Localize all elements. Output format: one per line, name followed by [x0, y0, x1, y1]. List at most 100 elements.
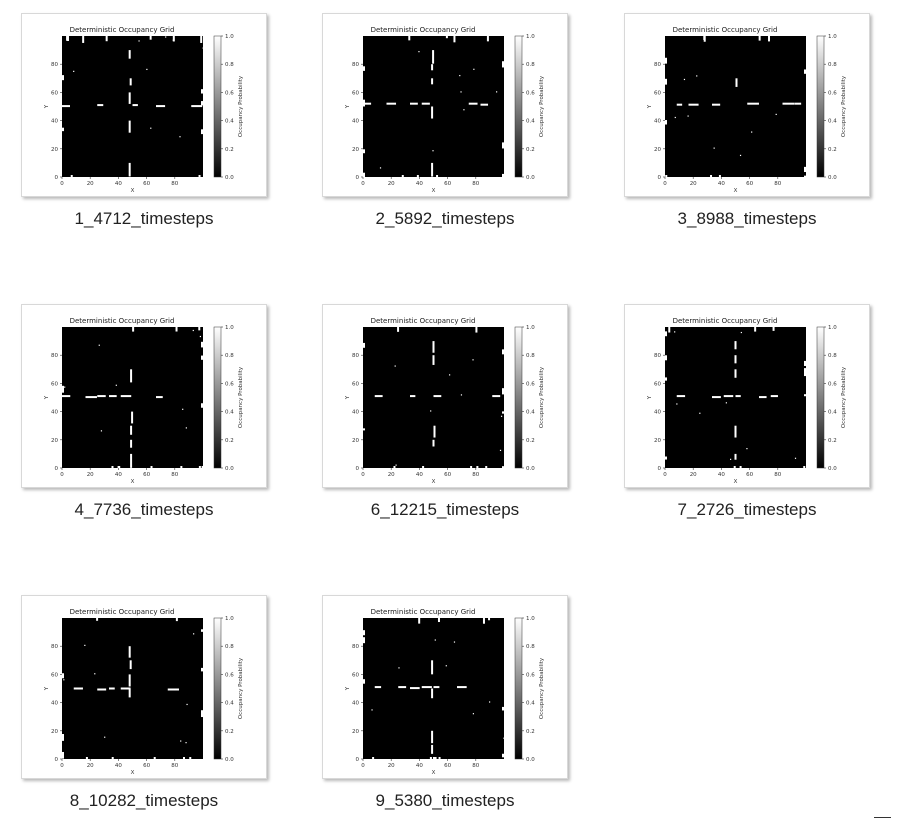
y-tick-label: 0 — [55, 466, 59, 472]
x-tick-label: 20 — [87, 763, 94, 769]
x-axis-label: X — [131, 188, 135, 194]
y-tick-label: 0 — [356, 466, 360, 472]
file-name-label[interactable]: 6_12215_timesteps — [370, 500, 520, 519]
colorbar-tick-label: 0.4 — [225, 701, 234, 707]
y-tick-label: 20 — [51, 729, 58, 735]
colorbar-tick-label: 0.8 — [526, 353, 535, 359]
file-name-label[interactable]: 8_10282_timesteps — [69, 791, 219, 810]
x-tick-label: 0 — [361, 181, 365, 187]
x-tick-label: 80 — [774, 181, 781, 187]
colorbar-tick-label: 0.6 — [225, 672, 234, 678]
colorbar-tick-label: 0.4 — [526, 119, 535, 125]
x-tick-label: 0 — [60, 181, 64, 187]
file-name-label[interactable]: 3_8988_timesteps — [677, 209, 817, 228]
x-tick-label: 0 — [663, 181, 667, 187]
colorbar-label: Occupancy Probability — [841, 75, 847, 137]
y-tick-label: 0 — [658, 466, 662, 472]
file-name-label[interactable]: 2_5892_timesteps — [375, 209, 515, 228]
x-axis-label: X — [131, 479, 135, 485]
plot-title: Deterministic Occupancy Grid — [673, 317, 778, 325]
y-tick-label: 80 — [51, 353, 58, 359]
colorbar-tick-label: 0.8 — [828, 62, 837, 68]
x-tick-label: 60 — [746, 181, 753, 187]
y-tick-label: 60 — [654, 90, 661, 96]
colorbar-label: Occupancy Probability — [238, 366, 244, 428]
colorbar-tick-label: 0.8 — [225, 62, 234, 68]
x-tick-label: 40 — [416, 181, 423, 187]
colorbar — [213, 326, 222, 469]
y-axis-label: Y — [44, 104, 50, 109]
colorbar-tick-label: 0.0 — [526, 757, 535, 763]
y-tick-label: 60 — [352, 381, 359, 387]
image-thumbnail[interactable]: Deterministic Occupancy Grid 0 20 40 60 80 0 20… — [322, 13, 568, 197]
plot-title: Deterministic Occupancy Grid — [70, 317, 175, 325]
x-tick-label: 40 — [416, 472, 423, 478]
colorbar — [514, 617, 523, 760]
occupancy-grid-plot: Deterministic Occupancy Grid 0 20 40 60 80 0 20… — [647, 317, 847, 485]
y-tick-label: 20 — [654, 438, 661, 444]
y-tick-label: 40 — [51, 119, 58, 125]
x-tick-label: 80 — [171, 472, 178, 478]
x-tick-label: 40 — [718, 181, 725, 187]
y-tick-label: 0 — [55, 175, 59, 181]
x-tick-label: 0 — [361, 472, 365, 478]
colorbar-tick-label: 0.0 — [828, 466, 837, 472]
x-tick-label: 0 — [361, 763, 365, 769]
y-tick-label: 80 — [51, 644, 58, 650]
file-name-label[interactable]: 4_7736_timesteps — [74, 500, 214, 519]
colorbar-tick-label: 1.0 — [526, 616, 535, 622]
x-tick-label: 60 — [444, 763, 451, 769]
image-thumbnail[interactable]: Deterministic Occupancy Grid 0 20 40 60 80 0 20… — [21, 13, 267, 197]
colorbar-label: Occupancy Probability — [238, 75, 244, 137]
image-thumbnail[interactable]: Deterministic Occupancy Grid 0 20 40 60 80 0 20… — [21, 595, 267, 779]
colorbar-tick-label: 0.2 — [225, 147, 234, 153]
y-axis-label: Y — [647, 395, 653, 400]
plot-title: Deterministic Occupancy Grid — [70, 608, 175, 616]
y-tick-label: 40 — [352, 410, 359, 416]
image-thumbnail[interactable]: Deterministic Occupancy Grid 0 20 40 60 80 0 20… — [322, 595, 568, 779]
y-axis-label: Y — [345, 395, 351, 400]
occupancy-grid-plot: Deterministic Occupancy Grid 0 20 40 60 80 0 20… — [44, 26, 244, 194]
image-thumbnail[interactable]: Deterministic Occupancy Grid 0 20 40 60 80 0 20… — [624, 304, 870, 488]
colorbar-tick-label: 1.0 — [828, 34, 837, 40]
colorbar-label: Occupancy Probability — [539, 657, 545, 719]
image-thumbnail[interactable]: Deterministic Occupancy Grid 0 20 40 60 80 0 20… — [624, 13, 870, 197]
y-tick-label: 80 — [352, 62, 359, 68]
plot-title: Deterministic Occupancy Grid — [371, 608, 476, 616]
y-tick-label: 60 — [51, 672, 58, 678]
y-tick-label: 80 — [352, 353, 359, 359]
image-thumbnail[interactable]: Deterministic Occupancy Grid 0 20 40 60 80 0 20… — [322, 304, 568, 488]
x-tick-label: 40 — [718, 472, 725, 478]
x-tick-label: 60 — [143, 763, 150, 769]
colorbar-tick-label: 0.6 — [526, 381, 535, 387]
image-thumbnail[interactable]: Deterministic Occupancy Grid 0 20 40 60 80 0 20… — [21, 304, 267, 488]
colorbar — [213, 35, 222, 178]
colorbar — [213, 617, 222, 760]
x-tick-label: 60 — [746, 472, 753, 478]
colorbar-tick-label: 1.0 — [225, 325, 234, 331]
colorbar-tick-label: 0.6 — [225, 381, 234, 387]
colorbar-tick-label: 0.4 — [526, 701, 535, 707]
colorbar-tick-label: 0.8 — [526, 644, 535, 650]
colorbar-tick-label: 0.2 — [225, 438, 234, 444]
y-tick-label: 80 — [51, 62, 58, 68]
file-name-label[interactable]: 9_5380_timesteps — [375, 791, 515, 810]
colorbar-tick-label: 0.4 — [828, 410, 837, 416]
x-tick-label: 60 — [143, 181, 150, 187]
file-name-label[interactable]: 1_4712_timesteps — [74, 209, 214, 228]
y-tick-label: 60 — [51, 381, 58, 387]
plot-title: Deterministic Occupancy Grid — [70, 26, 175, 34]
x-tick-label: 20 — [690, 181, 697, 187]
colorbar-tick-label: 1.0 — [828, 325, 837, 331]
plot-title: Deterministic Occupancy Grid — [673, 26, 778, 34]
x-tick-label: 40 — [115, 181, 122, 187]
colorbar — [816, 326, 825, 469]
y-axis-label: Y — [345, 104, 351, 109]
file-name-label[interactable]: 7_2726_timesteps — [677, 500, 817, 519]
x-tick-label: 60 — [143, 472, 150, 478]
y-tick-label: 40 — [654, 119, 661, 125]
colorbar-tick-label: 0.6 — [526, 90, 535, 96]
x-tick-label: 60 — [444, 472, 451, 478]
colorbar-label: Occupancy Probability — [539, 366, 545, 428]
y-tick-label: 40 — [51, 701, 58, 707]
